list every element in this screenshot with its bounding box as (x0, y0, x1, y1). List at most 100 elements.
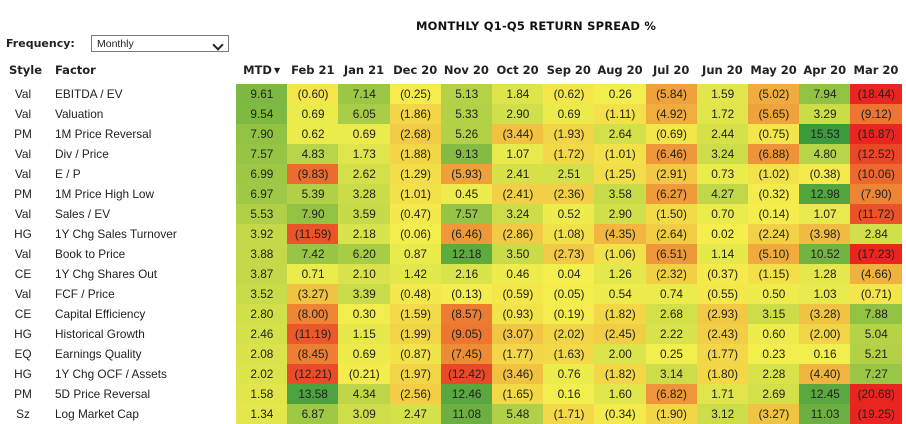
value-cell: (11.19) (287, 324, 339, 344)
value-cell: 7.14 (338, 84, 391, 104)
table-row[interactable]: Val E / P 6.99 (9.83) 2.62 (1.29) (5.93) 2.41 2.… (0, 164, 906, 184)
value-cell: (9.83) (287, 164, 339, 184)
value-cell: 0.69 (543, 104, 595, 124)
frequency-select[interactable]: Monthly (91, 35, 229, 52)
value-cell: 1.14 (696, 244, 749, 264)
table-row[interactable]: Val Valuation 9.54 0.69 6.05 (1.86) 5.33 2.90 0.… (0, 104, 906, 124)
factor-cell: 1Y Chg OCF / Assets (55, 367, 167, 381)
table-row[interactable]: Val Div / Price 7.57 4.83 1.73 (1.88) 9.13 1.07… (0, 144, 906, 164)
value-cell: (1.72) (543, 144, 595, 164)
column-header-jun-20[interactable]: Jun 20 (697, 63, 748, 79)
value-cell: 5.21 (850, 344, 903, 364)
value-cell: 7.88 (850, 304, 903, 324)
value-cell: 2.18 (338, 224, 391, 244)
value-cell: (16.87) (850, 124, 903, 144)
column-header-feb-21[interactable]: Feb 21 (287, 63, 338, 79)
column-header-sep-20[interactable]: Sep 20 (543, 63, 594, 79)
factor-cell: E / P (55, 167, 81, 181)
style-cell: PM (14, 387, 32, 401)
table-row[interactable]: HG 1Y Chg Sales Turnover 3.92 (11.59) 2.18 (0… (0, 224, 906, 244)
column-header-label: Feb 21 (291, 63, 335, 77)
value-cell: 6.05 (338, 104, 391, 124)
column-header-label: Jul 20 (652, 63, 690, 77)
value-cell: (0.69) (645, 124, 698, 144)
table-row[interactable]: Val Sales / EV 5.53 7.90 3.59 (0.47) 7.57 3.24 0… (0, 204, 906, 224)
table-row[interactable]: HG Historical Growth 2.46 (11.19) 1.15 (1.99)… (0, 324, 906, 344)
column-header-label: Apr 20 (803, 63, 847, 77)
value-cell: 1.34 (236, 404, 288, 424)
column-header-dec-20[interactable]: Dec 20 (390, 63, 441, 79)
value-cell: 0.54 (594, 284, 647, 304)
value-cell: (2.45) (594, 324, 647, 344)
table-row[interactable]: CE 1Y Chg Shares Out 3.87 0.71 2.10 1.42 2.16 0… (0, 264, 906, 284)
value-cell: (0.75) (748, 124, 800, 144)
value-cell: (7.45) (440, 344, 493, 364)
value-cell: 12.45 (799, 384, 851, 404)
column-header-may-20[interactable]: May 20 (748, 63, 799, 79)
value-cell: (1.71) (543, 404, 595, 424)
table-row[interactable]: EQ Earnings Quality 2.08 (8.45) 0.69 (0.87) (7… (0, 344, 906, 364)
value-cell: 1.28 (799, 264, 851, 284)
value-cell: (10.06) (850, 164, 903, 184)
value-cell: (18.44) (850, 84, 903, 104)
value-cell: (2.36) (543, 184, 595, 204)
value-cell: (0.71) (850, 284, 903, 304)
value-cell: 0.45 (440, 184, 493, 204)
factor-cell: 1M Price High Low (55, 187, 155, 201)
value-cell: (1.25) (594, 164, 647, 184)
column-header-nov-20[interactable]: Nov 20 (441, 63, 492, 79)
value-cell: (3.28) (799, 304, 851, 324)
value-cell: 0.60 (748, 324, 800, 344)
table-row[interactable]: PM 1M Price High Low 6.97 5.39 3.28 (1.01) 0.4… (0, 184, 906, 204)
value-cell: 2.68 (645, 304, 698, 324)
value-cell: 0.62 (287, 124, 339, 144)
factor-cell: 1Y Chg Sales Turnover (55, 227, 177, 241)
value-cell: 1.73 (338, 144, 391, 164)
value-cell: (4.66) (850, 264, 903, 284)
table-row[interactable]: Val FCF / Price 3.52 (3.27) 3.39 (0.48) (0.13)… (0, 284, 906, 304)
factor-cell: 1Y Chg Shares Out (55, 267, 158, 281)
value-cell: 0.25 (645, 344, 698, 364)
value-cell: 10.52 (799, 244, 851, 264)
value-cell: 0.74 (645, 284, 698, 304)
value-cell: 0.69 (338, 124, 391, 144)
value-cell: (4.40) (799, 364, 851, 384)
value-cell: 9.13 (440, 144, 493, 164)
column-header-oct-20[interactable]: Oct 20 (492, 63, 543, 79)
column-header-jul-20[interactable]: Jul 20 (646, 63, 697, 79)
value-cell: 4.80 (799, 144, 851, 164)
factor-cell: 5D Price Reversal (55, 387, 151, 401)
value-cell: 7.42 (287, 244, 339, 264)
value-cell: 2.16 (440, 264, 493, 284)
column-header-style: Style (9, 63, 43, 77)
value-cell: (8.57) (440, 304, 493, 324)
value-cell: 4.27 (696, 184, 749, 204)
value-cell: (0.37) (696, 264, 749, 284)
value-cell: (6.46) (645, 144, 698, 164)
column-header-mtd[interactable]: MTD ▼ (236, 63, 287, 79)
value-cell: 0.23 (748, 344, 800, 364)
table-row[interactable]: Sz Log Market Cap 1.34 6.87 3.09 2.47 11.08 5.4… (0, 404, 906, 424)
value-cell: 7.57 (236, 144, 288, 164)
value-cell: (1.06) (594, 244, 647, 264)
value-cell: (5.02) (748, 84, 800, 104)
value-cell: (6.27) (645, 184, 698, 204)
column-header-aug-20[interactable]: Aug 20 (594, 63, 645, 79)
table-row[interactable]: Val EBITDA / EV 9.61 (0.60) 7.14 (0.25) 5.13 1.… (0, 84, 906, 104)
column-header-factor: Factor (55, 63, 96, 77)
value-cell: 4.83 (287, 144, 339, 164)
value-cell: (20.68) (850, 384, 903, 404)
table-row[interactable]: HG 1Y Chg OCF / Assets 2.02 (12.21) (0.21) (1… (0, 364, 906, 384)
column-header-label: Nov 20 (443, 63, 489, 77)
column-header-jan-21[interactable]: Jan 21 (338, 63, 389, 79)
value-cell: 2.64 (594, 124, 647, 144)
table-row[interactable]: CE Capital Efficiency 2.80 (8.00) 0.30 (1.59)… (0, 304, 906, 324)
table-row[interactable]: PM 5D Price Reversal 1.58 13.58 4.34 (2.56) 12… (0, 384, 906, 404)
column-header-apr-20[interactable]: Apr 20 (799, 63, 850, 79)
column-header-mar-20[interactable]: Mar 20 (850, 63, 901, 79)
value-cell: 3.87 (236, 264, 288, 284)
value-cell: (0.19) (543, 304, 595, 324)
table-row[interactable]: Val Book to Price 3.88 7.42 6.20 0.87 12.18 3.5… (0, 244, 906, 264)
value-cell: 0.50 (748, 284, 800, 304)
table-row[interactable]: PM 1M Price Reversal 7.90 0.62 0.69 (2.68) 5.2… (0, 124, 906, 144)
